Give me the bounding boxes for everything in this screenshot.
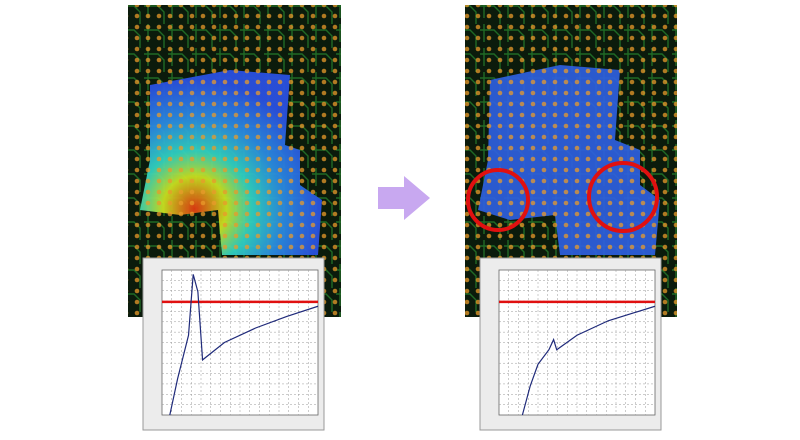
data-line: [169, 274, 319, 416]
data-line: [521, 305, 656, 416]
arrow: [378, 176, 430, 220]
